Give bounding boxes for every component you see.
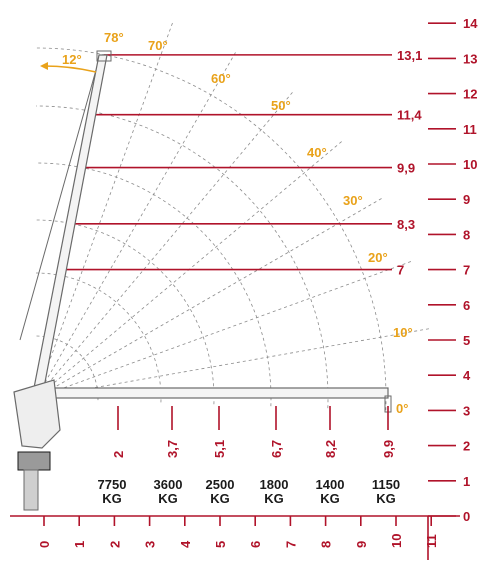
v-tick-label: 9 (463, 192, 470, 207)
boom-raised (31, 54, 108, 399)
load-unit: KG (158, 491, 178, 506)
boom-tip (96, 50, 112, 62)
outreach-label: 5,1 (212, 440, 227, 458)
load-unit: KG (264, 491, 284, 506)
angle-rays (35, 21, 430, 399)
load-value: 3600 (154, 477, 183, 492)
load-unit: KG (102, 491, 122, 506)
load-unit: KG (210, 491, 230, 506)
angle-ray-70 (35, 21, 174, 399)
outreach-label: 3,7 (165, 440, 180, 458)
angle-ray-30 (35, 197, 383, 399)
v-tick-label: 1 (463, 474, 470, 489)
reach-arc-4 (35, 162, 272, 407)
boom-horizontal (45, 387, 389, 399)
v-tick-label: 11 (463, 122, 477, 137)
outreach-label: 2 (111, 451, 126, 458)
angle-label: 50° (271, 98, 291, 113)
v-tick-label: 7 (463, 263, 470, 278)
labels: 13,1 11,4 9,9 8,3 7 78° 70° 60° 50° 40° 30° 20° 10° 0… (62, 30, 422, 506)
outreach-label: 8,2 (323, 440, 338, 458)
v-tick-label: 10 (463, 157, 477, 172)
reach-arc-6 (35, 47, 387, 411)
h-tick-label: 7 (283, 541, 298, 548)
slew-arrow (40, 62, 48, 70)
angle-ray-60 (35, 51, 237, 399)
h-tick-label: 9 (354, 541, 369, 548)
slew-angle-label: 12° (62, 52, 82, 67)
load-value: 1800 (260, 477, 289, 492)
load-value: 1400 (316, 477, 345, 492)
load-unit: KG (376, 491, 396, 506)
crane-column (13, 379, 61, 449)
angle-label: 10° (393, 325, 413, 340)
crane-base (17, 451, 51, 471)
angle-ray-50 (35, 91, 294, 399)
angle-label: 70° (148, 38, 168, 53)
height-label: 9,9 (397, 161, 415, 176)
angle-label: 78° (104, 30, 124, 45)
v-tick-label: 0 (463, 509, 470, 524)
slew-arc (43, 65, 97, 73)
h-tick-label: 6 (248, 541, 263, 548)
reach-arc-5 (35, 105, 329, 409)
angle-ray-10 (35, 328, 430, 399)
v-tick-label: 13 (463, 51, 477, 66)
boom-raised-ram (19, 69, 97, 341)
h-tick-label: 1 (72, 541, 87, 548)
angle-label: 40° (307, 145, 327, 160)
v-tick-label: 2 (463, 439, 470, 454)
load-unit: KG (320, 491, 340, 506)
v-tick-label: 3 (463, 403, 470, 418)
h-tick-label: 4 (178, 540, 193, 548)
v-tick-label: 6 (463, 298, 470, 313)
load-value: 1150 (372, 477, 400, 492)
angle-ray-20 (35, 260, 413, 399)
angle-label: 0° (396, 401, 408, 416)
h-tick-label: 10 (389, 534, 404, 548)
outreach-label: 9,9 (381, 440, 396, 458)
outreach-label: 6,7 (269, 440, 284, 458)
crane-stabiliser (23, 469, 39, 511)
load-value: 2500 (206, 477, 235, 492)
load-value: 7750 (98, 477, 127, 492)
height-label: 11,4 (397, 108, 422, 123)
height-label: 8,3 (397, 217, 415, 232)
height-label: 7 (397, 263, 404, 278)
h-tick-label: 2 (107, 541, 122, 548)
v-tick-label: 14 (463, 16, 478, 31)
v-tick-label: 8 (463, 227, 470, 242)
h-tick-label: 8 (319, 541, 334, 548)
height-label: 13,1 (397, 48, 422, 63)
h-tick-label: 5 (213, 541, 228, 548)
v-tick-label: 12 (463, 87, 477, 102)
reach-arcs (35, 47, 387, 411)
h-tick-label: 3 (143, 541, 158, 548)
height-lines (60, 54, 392, 271)
crane-drawing (13, 50, 392, 511)
v-tick-label: 4 (463, 368, 471, 383)
v-tick-label: 5 (463, 333, 470, 348)
angle-label: 60° (211, 71, 231, 86)
h-tick-label: 0 (37, 541, 52, 548)
h-tick-label: 11 (424, 534, 439, 548)
angle-label: 20° (368, 250, 388, 265)
angle-label: 30° (343, 193, 363, 208)
